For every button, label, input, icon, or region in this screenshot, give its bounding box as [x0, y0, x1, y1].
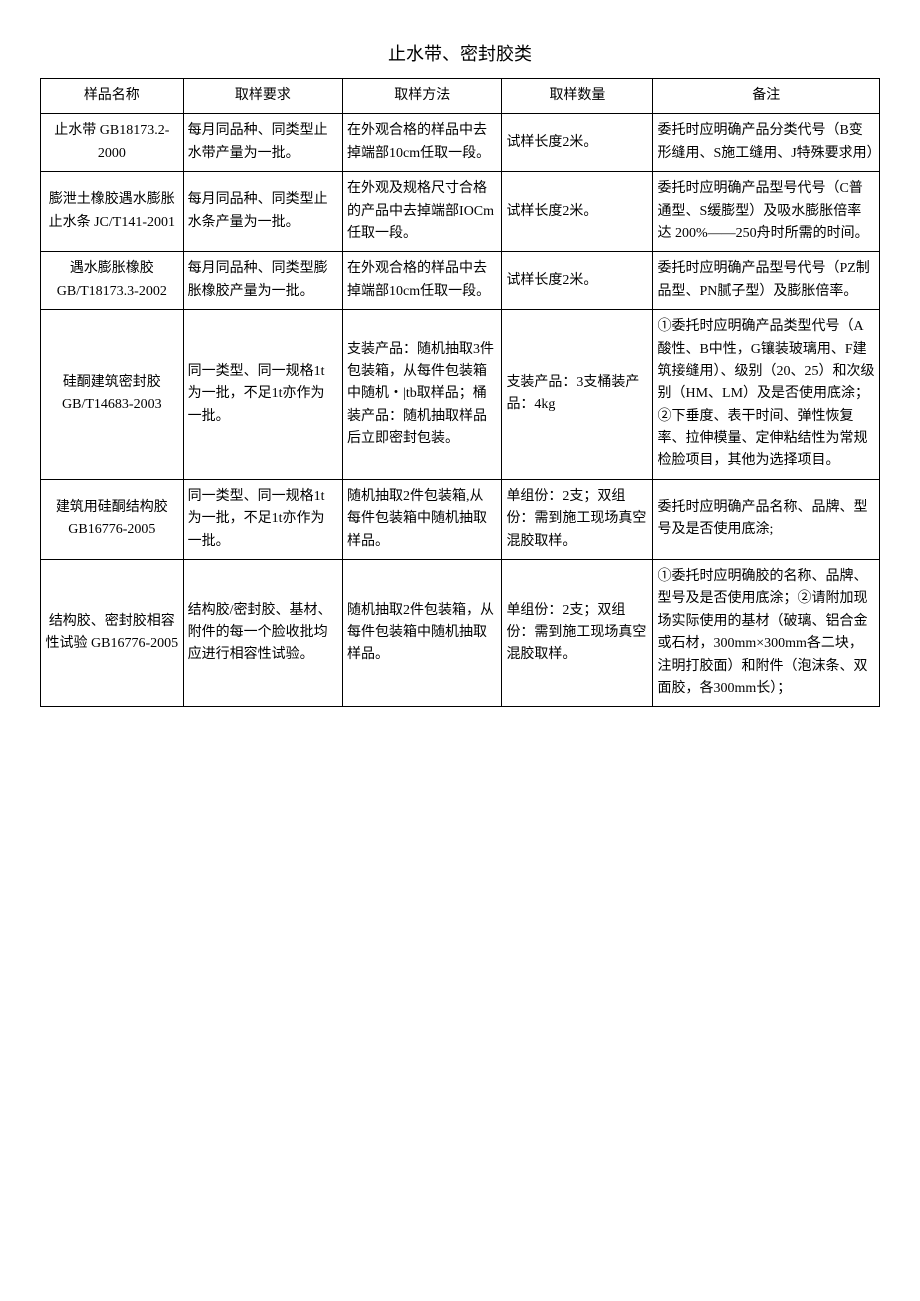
cell-method: 在外观及规格尺寸合格的产品中去掉端部IOCm任取一段。 [343, 172, 502, 252]
standards-table: 样品名称 取样要求 取样方法 取样数量 备注 止水带 GB18173.2-200… [40, 78, 880, 707]
page-title: 止水带、密封胶类 [40, 40, 880, 66]
cell-qty: 试样长度2米。 [502, 172, 653, 252]
cell-note: 委托时应明确产品型号代号（PZ制品型、PN腻子型）及膨胀倍率。 [653, 252, 880, 310]
table-row: 止水带 GB18173.2-2000 每月同品种、同类型止水带产量为一批。 在外… [41, 114, 880, 172]
cell-method: 随机抽取2件包装箱，从每件包装箱中随机抽取样品。 [343, 560, 502, 707]
cell-qty: 单组份：2支；双组份：需到施工现场真空混胶取样。 [502, 479, 653, 559]
cell-name: 结构胶、密封胶相容性试验 GB16776-2005 [41, 560, 184, 707]
cell-req: 每月同品种、同类型止水带产量为一批。 [183, 114, 342, 172]
cell-method: 支装产品：随机抽取3件包装箱，从每件包装箱中随机・|tb取样品；桶装产品：随机抽… [343, 310, 502, 480]
col-header-method: 取样方法 [343, 79, 502, 114]
cell-name: 硅酮建筑密封胶 GB/T14683-2003 [41, 310, 184, 480]
cell-note: 委托时应明确产品型号代号（C普通型、S缓膨型）及吸水膨胀倍率达 200%——25… [653, 172, 880, 252]
col-header-note: 备注 [653, 79, 880, 114]
cell-req: 结构胶/密封胶、基材、附件的每一个脸收批均应进行相容性试验。 [183, 560, 342, 707]
table-row: 遇水膨胀橡胶 GB/T18173.3-2002 每月同品种、同类型膨胀橡胶产量为… [41, 252, 880, 310]
table-row: 硅酮建筑密封胶 GB/T14683-2003 同一类型、同一规格1t为一批，不足… [41, 310, 880, 480]
cell-qty: 试样长度2米。 [502, 252, 653, 310]
cell-note: ①委托时应明确产品类型代号（A酸性、B中性，G镶装玻璃用、F建筑接缝用）、级别（… [653, 310, 880, 480]
cell-method: 在外观合格的样品中去掉端部10cm任取一段。 [343, 114, 502, 172]
cell-name: 膨泄土橡胶遇水膨胀止水条 JC/T141-2001 [41, 172, 184, 252]
cell-qty: 试样长度2米。 [502, 114, 653, 172]
table-row: 建筑用硅酮结构胶 GB16776-2005 同一类型、同一规格1t为一批，不足1… [41, 479, 880, 559]
cell-name: 遇水膨胀橡胶 GB/T18173.3-2002 [41, 252, 184, 310]
col-header-name: 样品名称 [41, 79, 184, 114]
cell-note: 委托时应明确产品名称、品牌、型号及是否使用底涂; [653, 479, 880, 559]
cell-qty: 单组份：2支；双组份：需到施工现场真空混胶取样。 [502, 560, 653, 707]
cell-note: ①委托时应明确胶的名称、品牌、型号及是否使用底涂；②请附加现场实际使用的基材（破… [653, 560, 880, 707]
cell-qty: 支装产品：3支桶装产品：4kg [502, 310, 653, 480]
cell-method: 在外观合格的样品中去掉端部10cm任取一段。 [343, 252, 502, 310]
col-header-qty: 取样数量 [502, 79, 653, 114]
cell-req: 同一类型、同一规格1t为一批，不足1t亦作为一批。 [183, 310, 342, 480]
cell-note: 委托时应明确产品分类代号（B变形缝用、S施工缝用、J特殊要求用） [653, 114, 880, 172]
cell-name: 建筑用硅酮结构胶 GB16776-2005 [41, 479, 184, 559]
col-header-req: 取样要求 [183, 79, 342, 114]
cell-req: 每月同品种、同类型膨胀橡胶产量为一批。 [183, 252, 342, 310]
cell-req: 同一类型、同一规格1t为一批，不足1t亦作为一批。 [183, 479, 342, 559]
cell-name: 止水带 GB18173.2-2000 [41, 114, 184, 172]
cell-req: 每月同品种、同类型止水条产量为一批。 [183, 172, 342, 252]
table-header-row: 样品名称 取样要求 取样方法 取样数量 备注 [41, 79, 880, 114]
table-row: 结构胶、密封胶相容性试验 GB16776-2005 结构胶/密封胶、基材、附件的… [41, 560, 880, 707]
cell-method: 随机抽取2件包装箱,从每件包装箱中随机抽取样品。 [343, 479, 502, 559]
table-row: 膨泄土橡胶遇水膨胀止水条 JC/T141-2001 每月同品种、同类型止水条产量… [41, 172, 880, 252]
